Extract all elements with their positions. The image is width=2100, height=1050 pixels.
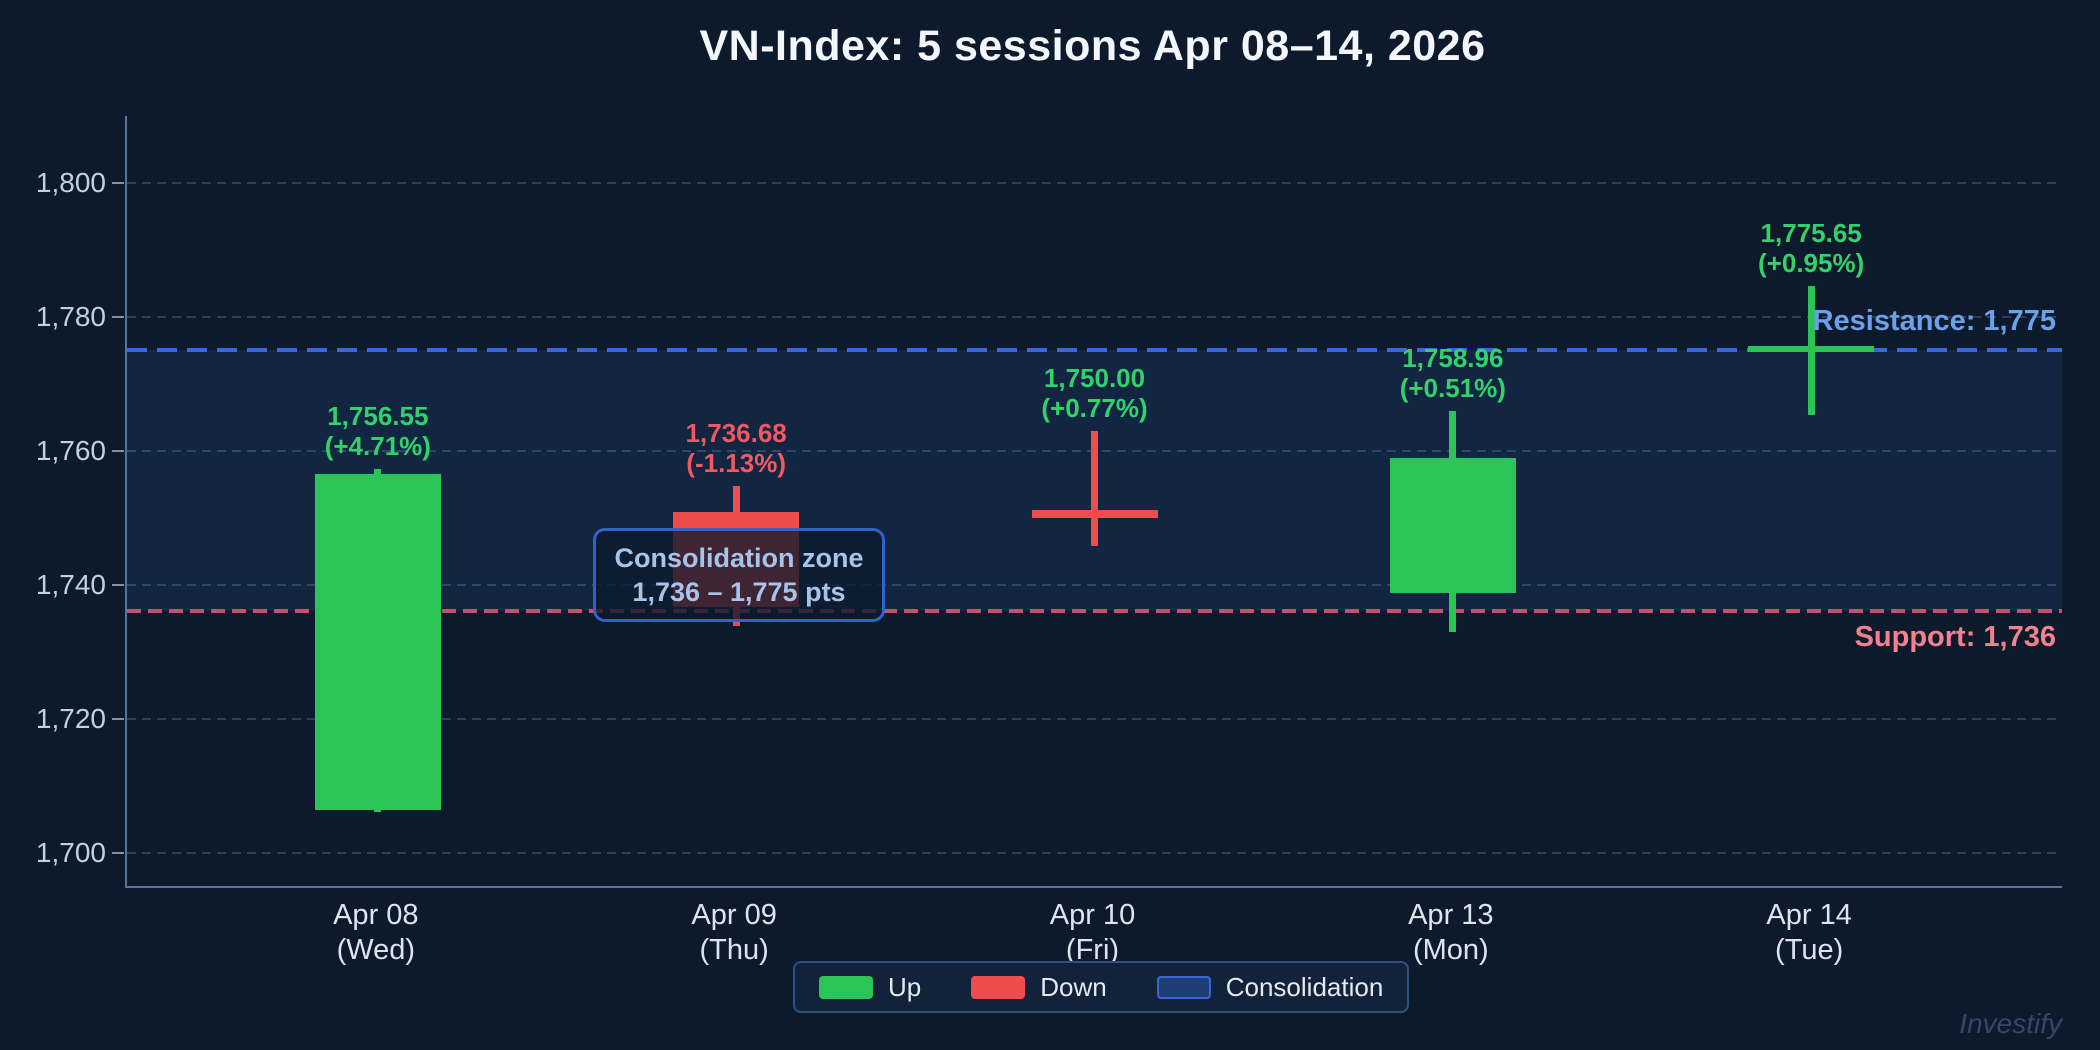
plot-area: Resistance: 1,775 Support: 1,736 Consoli… (125, 116, 2062, 888)
percent-change: (-1.13%) (686, 447, 786, 478)
y-tick-label: 1,760 (35, 434, 106, 466)
legend-swatch-up (819, 975, 873, 999)
support-label: Support: 1,736 (1854, 621, 2056, 654)
weekday-label: (Tue) (1775, 934, 1844, 966)
close-value: 1,775.65 (1760, 218, 1862, 249)
date-label: Apr 14 (1766, 899, 1852, 931)
candle-body-apr-08 (314, 473, 441, 810)
y-tick-mark (112, 851, 124, 854)
date-label: Apr 10 (1049, 899, 1136, 931)
legend: Up Down Consolidation (793, 961, 1410, 1013)
y-tick-mark (112, 181, 124, 184)
y-tick-label: 1,780 (35, 300, 106, 332)
y-tick-label: 1,720 (35, 702, 106, 734)
percent-change: (+4.71%) (324, 430, 431, 461)
legend-swatch-zone (1156, 975, 1211, 999)
y-tick-mark (112, 583, 124, 586)
legend-label: Up (888, 971, 922, 1002)
legend-item-consolidation: Consolidation (1156, 971, 1384, 1003)
weekday-label: (Mon) (1412, 934, 1489, 966)
y-tick-mark (112, 449, 124, 452)
close-value: 1,756.55 (327, 400, 429, 431)
gridline-1,780 (127, 315, 2062, 318)
x-tick-label: Apr 14 (Tue) (1679, 898, 1939, 968)
legend-label: Consolidation (1225, 971, 1384, 1002)
candle-wick-apr-10 (1091, 430, 1098, 546)
x-tick-label: Apr 10 (Fri) (963, 898, 1223, 968)
date-label: Apr 13 (1408, 899, 1494, 931)
close-value: 1,758.96 (1402, 343, 1504, 374)
close-value: 1,750.00 (1043, 362, 1146, 393)
y-tick-mark (112, 315, 124, 318)
candle-value-label: 1,756.55 (+4.71%) (218, 401, 538, 461)
gridline-1,740 (127, 583, 2062, 586)
date-label: Apr 09 (691, 899, 777, 931)
legend-label: Down (1040, 971, 1107, 1002)
support-line (127, 609, 2062, 614)
weekday-label: (Wed) (336, 934, 416, 966)
legend-swatch-down (971, 975, 1026, 999)
x-tick-label: Apr 09 (Thu) (604, 898, 864, 968)
candle-body-apr-14 (1748, 345, 1875, 352)
resistance-line (127, 348, 2062, 353)
legend-item-up: Up (819, 972, 921, 1003)
candle-body-apr-10 (1031, 509, 1158, 518)
y-tick-label: 1,700 (35, 836, 106, 868)
gridline-1,720 (127, 717, 2062, 720)
candle-value-label: 1,775.65 (+0.95%) (1651, 218, 1971, 278)
watermark: Investify (1959, 1008, 2062, 1039)
weekday-label: (Thu) (699, 934, 769, 966)
x-tick-label: Apr 08 (Wed) (246, 898, 506, 968)
candle-body-apr-13 (1389, 457, 1516, 593)
annotation-line1: Consolidation zone (614, 543, 864, 573)
x-tick-label: Apr 13 (Mon) (1321, 898, 1581, 968)
y-tick-mark (112, 717, 124, 720)
percent-change: (+0.95%) (1758, 248, 1865, 279)
percent-change: (+0.51%) (1399, 373, 1506, 404)
consolidation-annotation: Consolidation zone 1,736 – 1,775 pts (593, 528, 885, 622)
y-tick-label: 1,740 (35, 568, 106, 600)
candle-value-label: 1,758.96 (+0.51%) (1293, 343, 1613, 403)
percent-change: (+0.77%) (1041, 392, 1148, 423)
legend-item-down: Down (971, 971, 1107, 1003)
annotation-line2: 1,736 – 1,775 pts (632, 577, 846, 607)
y-tick-label: 1,800 (35, 166, 106, 198)
date-label: Apr 08 (333, 899, 419, 931)
weekday-label: (Fri) (1065, 934, 1120, 966)
resistance-label: Resistance: 1,775 (1812, 305, 2056, 338)
chart-title: VN-Index: 5 sessions Apr 08–14, 2026 (699, 22, 1486, 70)
gridline-1,700 (127, 851, 2062, 854)
candle-value-label: 1,750.00 (+0.77%) (935, 363, 1255, 423)
close-value: 1,736.68 (685, 417, 787, 448)
gridline-1,800 (127, 181, 2062, 184)
candle-value-label: 1,736.68 (-1.13%) (576, 418, 896, 478)
